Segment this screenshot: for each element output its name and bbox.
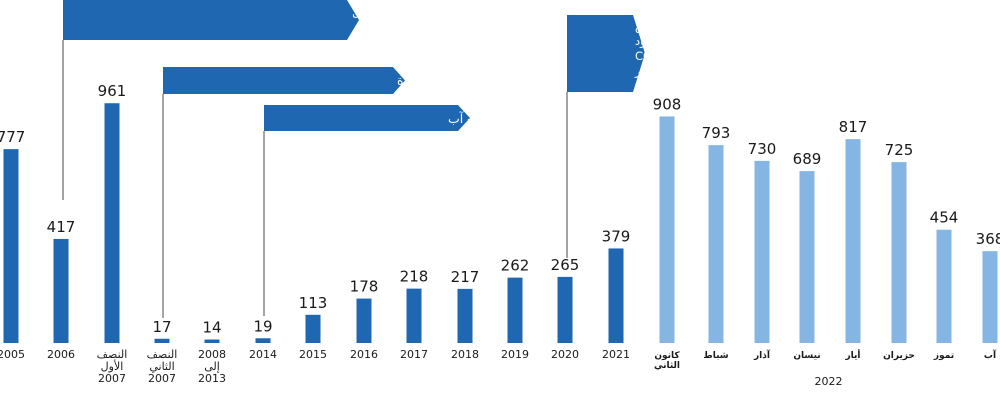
value-label-1: 417 [47,218,76,236]
annotation-text-3: تم فرض قيود COVID-19 منذ آذار [634,19,691,79]
bar-9 [457,288,473,343]
value-label-9: 217 [451,268,480,286]
annotation-box-3 [567,15,645,92]
bar-18 [891,162,907,343]
value-label-18: 725 [885,141,914,159]
value-label-15: 730 [748,140,777,158]
value-label-3: 17 [152,318,171,336]
bar-14 [708,145,724,343]
bar-7 [356,298,372,343]
category-label-5: 2014 [249,348,277,361]
bar-12 [608,248,624,343]
bar-0 [3,149,19,343]
category-label-18: حزيران [883,351,915,361]
category-label-15: آذار [753,349,771,361]
bar-20 [982,251,998,343]
value-label-4: 14 [202,319,221,337]
bar-2 [104,103,120,343]
category-label-1: 2006 [47,348,75,361]
value-label-13: 908 [653,95,682,113]
value-label-0: 777 [0,128,25,146]
category-label-19: تموز [933,351,954,361]
category-label-2: النصف الأول 2007 [97,348,128,385]
category-label-10: 2019 [501,348,529,361]
bar-17 [845,139,861,343]
category-label-0: 2005 [0,348,25,361]
value-label-17: 817 [839,118,868,136]
value-label-20: 368 [976,230,1000,248]
value-label-2: 961 [98,82,127,100]
value-label-16: 689 [793,150,822,168]
category-label-9: 2018 [451,348,479,361]
value-label-14: 793 [702,124,731,142]
category-label-13: كانون الثاني [654,351,680,371]
annotation-box-0 [63,0,359,40]
annotation-text-1: حزيران 2007 - فرض الحصار على غزة [397,73,601,89]
category-label-8: 2017 [400,348,428,361]
value-label-10: 262 [501,257,530,275]
category-label-12: 2021 [602,348,630,361]
group-label-2022: 2022 [815,375,843,388]
annotation-text-0: آذار 2006 -إسرائيل تتوقف عن السماح للعما… [352,4,594,37]
bar-11 [557,276,573,343]
value-label-11: 265 [551,256,580,274]
annotation-box-2 [264,105,470,131]
value-label-12: 379 [602,227,631,245]
bar-16 [799,171,815,343]
category-label-20: آب [984,349,997,361]
annotation-box-1 [163,67,405,94]
value-label-19: 454 [930,209,959,227]
category-label-7: 2016 [350,348,378,361]
value-label-6: 113 [299,294,328,312]
bar-1 [53,238,69,343]
bar-4 [204,339,220,343]
annotation-text-2: تصعيد الأعمال القتالية تموز - آب [448,111,616,127]
value-label-5: 19 [253,317,272,335]
category-label-16: نيسان [793,351,820,361]
category-label-4: 2008 إلى 2013 [198,348,226,385]
category-label-11: 2020 [551,348,579,361]
bar-5 [255,338,271,343]
category-label-6: 2015 [299,348,327,361]
bar-10 [507,277,523,343]
category-label-17: أيار [844,349,860,361]
bar-15 [754,160,770,343]
value-label-7: 178 [350,278,379,296]
category-label-14: شباط [703,351,728,361]
bar-19 [936,229,952,343]
value-label-8: 218 [400,268,429,286]
bar-6 [305,314,321,343]
bar-3 [154,338,170,343]
bar-8 [406,288,422,343]
bar-13 [659,116,675,343]
category-label-3: النصف الثاني 2007 [147,348,178,385]
